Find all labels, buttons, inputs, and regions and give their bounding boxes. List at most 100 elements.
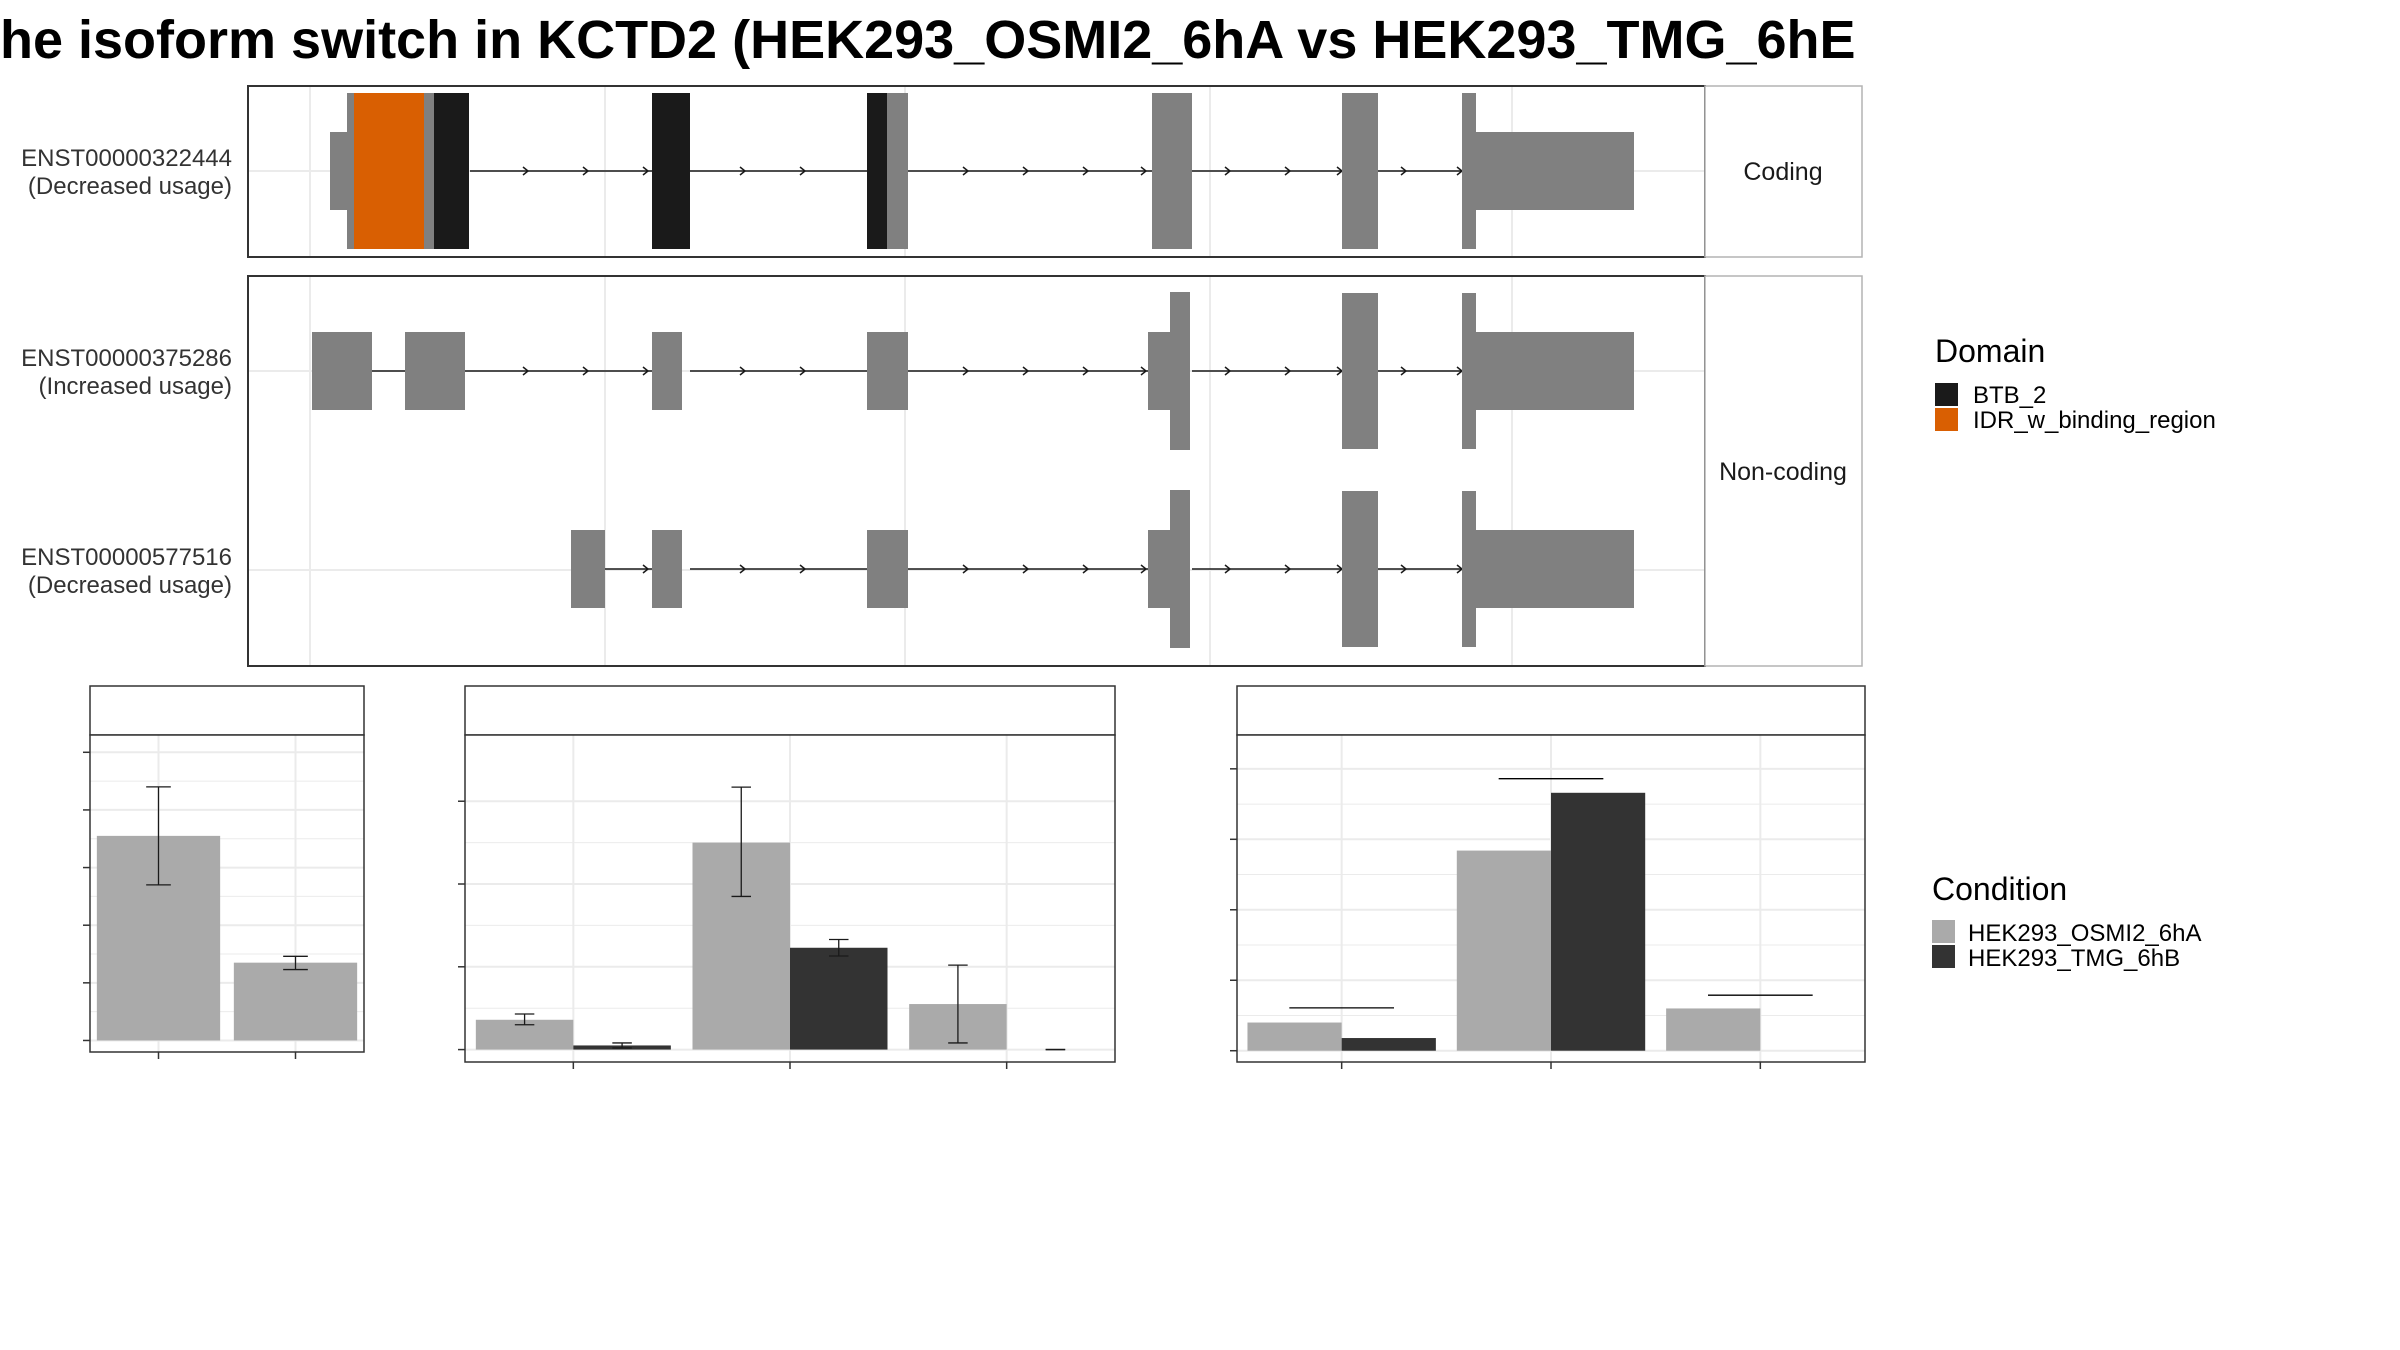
intron-direction-arrow	[1224, 366, 1232, 376]
intron-direction-arrow	[1082, 366, 1090, 376]
figure-title: he isoform switch in KCTD2 (HEK293_OSMI2…	[0, 10, 1856, 70]
exon-block	[1342, 293, 1378, 449]
bar	[1247, 1022, 1342, 1051]
isoform-structure-plot: Coding Non-coding ENST00000322444 (Decre…	[21, 85, 1863, 667]
exon-block	[347, 93, 357, 249]
isoform-3-usage: (Decreased usage)	[28, 572, 232, 599]
intron-direction-arrow	[1022, 564, 1030, 574]
exon-block	[1170, 490, 1190, 648]
intron-direction-arrow	[1022, 366, 1030, 376]
btb2-domain-block	[434, 93, 469, 249]
plot-border	[89, 734, 365, 1053]
exon-block	[424, 93, 434, 249]
intron-direction-arrow	[1284, 564, 1292, 574]
btb2-domain-block	[867, 93, 889, 249]
intron-direction-arrow	[739, 564, 747, 574]
condition-legend: Condition HEK293_OSMI2_6hA HEK293_TMG_6h…	[1932, 871, 2201, 972]
intron-direction-arrow	[582, 166, 590, 176]
intron-direction-arrow	[1400, 564, 1408, 574]
intron-direction-arrow	[962, 166, 970, 176]
intron-direction-arrow	[1082, 564, 1090, 574]
noncoding-strip	[1704, 275, 1863, 667]
intron-direction-arrow	[642, 166, 650, 176]
exon-block	[1152, 93, 1192, 249]
domain-legend-title: Domain	[1935, 333, 2045, 369]
chart-strip	[464, 685, 1116, 736]
isoform-2-usage: (Increased usage)	[39, 373, 232, 400]
exon-block	[571, 530, 605, 608]
cond1-legend-label: HEK293_OSMI2_6hA	[1968, 920, 2201, 947]
intron-direction-arrow	[1284, 366, 1292, 376]
chart-strip	[89, 685, 365, 736]
coding-strip	[1704, 85, 1863, 258]
exon-block	[1474, 132, 1634, 210]
exon-block	[312, 332, 372, 410]
intron-direction-arrow	[1224, 564, 1232, 574]
exon-block	[887, 93, 908, 249]
btb2-domain-block	[652, 93, 690, 249]
isoform-usage-chart	[1230, 685, 1866, 1069]
intron-direction-arrow	[962, 366, 970, 376]
intron-direction-arrow	[799, 366, 807, 376]
intron-direction-arrow	[1400, 366, 1408, 376]
bar	[1666, 1008, 1761, 1051]
bar	[1456, 850, 1551, 1051]
intron-direction-arrow	[582, 366, 590, 376]
intron-direction-arrow	[1082, 166, 1090, 176]
btb2-legend-label: BTB_2	[1973, 382, 2046, 409]
intron-direction-arrow	[1284, 166, 1292, 176]
exon-block	[1474, 530, 1634, 608]
intron-direction-arrow	[1022, 166, 1030, 176]
intron-direction-arrow	[1224, 166, 1232, 176]
idr-domain-block	[354, 93, 426, 249]
cond2-legend-key	[1932, 945, 1955, 968]
exon-block	[1462, 293, 1476, 449]
isoform-1-id: ENST00000322444	[21, 145, 232, 172]
noncoding-strip-label: Non-coding	[1719, 458, 1847, 486]
intron-direction-arrow	[1400, 166, 1408, 176]
exon-block	[1474, 332, 1634, 410]
bar	[1341, 1038, 1436, 1051]
isoform-2-id: ENST00000375286	[21, 345, 232, 372]
isoform-3-id: ENST00000577516	[21, 544, 232, 571]
gene-expression-chart	[83, 685, 365, 1059]
exon-block	[1462, 491, 1476, 647]
idr-legend-key	[1935, 408, 1958, 431]
bar	[1551, 792, 1646, 1051]
cond1-legend-key	[1932, 920, 1955, 943]
intron-direction-arrow	[739, 166, 747, 176]
intron-direction-arrow	[1140, 564, 1148, 574]
btb2-legend-key	[1935, 383, 1958, 406]
exon-block	[652, 332, 682, 410]
domain-legend: Domain BTB_2 IDR_w_binding_region	[1935, 333, 2216, 434]
exon-block	[330, 132, 350, 210]
intron-direction-arrow	[1140, 166, 1148, 176]
exon-block	[405, 332, 465, 410]
intron-direction-arrow	[642, 564, 650, 574]
exon-block	[652, 530, 682, 608]
condition-legend-title: Condition	[1932, 871, 2067, 907]
intron-direction-arrow	[1140, 366, 1148, 376]
exon-block	[867, 332, 908, 410]
intron-direction-arrow	[799, 166, 807, 176]
intron-direction-arrow	[799, 564, 807, 574]
intron-direction-arrow	[522, 166, 530, 176]
cond2-legend-label: HEK293_TMG_6hB	[1968, 945, 2180, 972]
isoform-1-usage: (Decreased usage)	[28, 173, 232, 200]
intron-direction-arrow	[522, 366, 530, 376]
intron-direction-arrow	[962, 564, 970, 574]
coding-strip-label: Coding	[1743, 158, 1822, 186]
intron-direction-arrow	[739, 366, 747, 376]
exon-block	[1342, 491, 1378, 647]
isoform-expression-chart	[458, 685, 1116, 1069]
bar	[233, 962, 358, 1041]
intron-direction-arrow	[642, 366, 650, 376]
exon-block	[1342, 93, 1378, 249]
chart-strip	[1236, 685, 1866, 736]
exon-block	[1462, 93, 1476, 249]
idr-legend-label: IDR_w_binding_region	[1973, 407, 2216, 434]
exon-block	[1170, 292, 1190, 450]
exon-block	[867, 530, 908, 608]
bar	[790, 947, 888, 1050]
